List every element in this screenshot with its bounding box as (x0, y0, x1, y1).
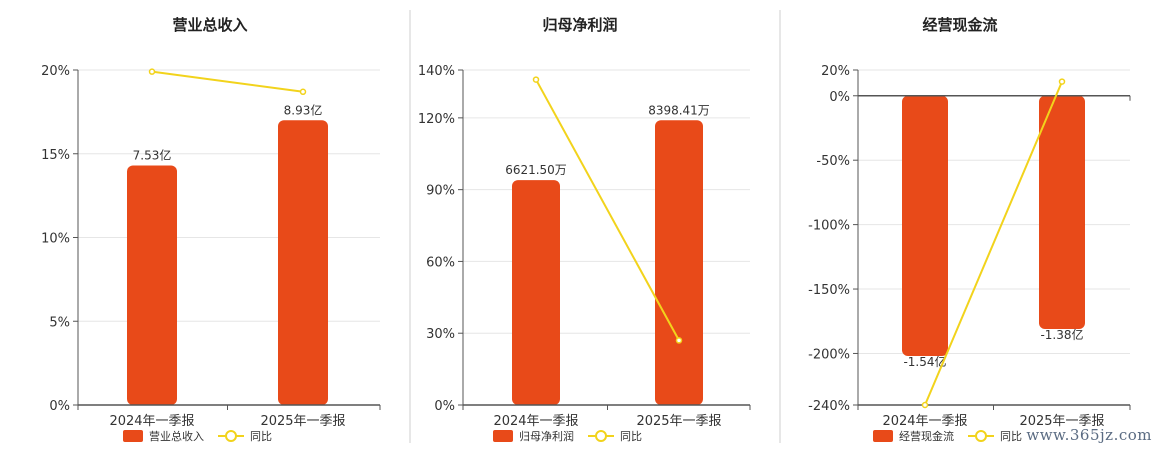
bar-1 (902, 95, 948, 357)
legend-line-label: 同比 (1000, 430, 1022, 443)
bar-2 (278, 120, 328, 405)
y-tick-label: 15% (41, 148, 70, 163)
yoy-point-2 (1058, 78, 1066, 85)
bar-1 (127, 165, 177, 405)
legend-bar-swatch (123, 430, 143, 442)
bar-value-label: -1.38亿 (1040, 327, 1083, 342)
y-tick-label: -150% (808, 283, 850, 298)
y-tick-label: 140% (418, 64, 455, 79)
y-tick-label: -50% (816, 154, 850, 169)
yoy-point-2 (299, 88, 307, 96)
bar-2 (655, 120, 703, 405)
yoy-point-1 (532, 76, 540, 83)
legend-line-label: 同比 (250, 430, 272, 443)
y-tick-label: -100% (808, 219, 850, 234)
chart-panel-2: 归母净利润 0% 30% 60% 90% 120% 140% 6621.50万 8398.41万… (418, 16, 751, 443)
watermark-text: www.365jz.com (1026, 426, 1152, 444)
bar-value-label: 6621.50万 (505, 163, 567, 177)
y-tick-label: 0% (829, 90, 850, 105)
y-tick-label: 0% (434, 399, 455, 414)
yoy-point-1 (921, 401, 929, 409)
x-tick-label: 2025年一季报 (636, 414, 721, 429)
legend-bar-label: 经营现金流 (899, 429, 954, 443)
yoy-line (151, 70, 304, 93)
yoy-line (535, 79, 680, 341)
x-tick-label: 2025年一季报 (1019, 414, 1104, 429)
legend-bar-swatch (493, 430, 513, 442)
yoy-point-2 (675, 337, 683, 344)
chart-title: 归母净利润 (542, 16, 617, 34)
y-tick-label: 20% (41, 64, 70, 79)
y-tick-label: 0% (49, 399, 70, 414)
legend-line-label: 同比 (620, 430, 642, 443)
legend-line-marker (975, 430, 987, 442)
bar-2 (1039, 95, 1085, 329)
bar-1 (512, 180, 560, 405)
yoy-line (924, 81, 1063, 406)
y-tick-label: 120% (418, 112, 455, 127)
chart-title: 经营现金流 (922, 16, 997, 34)
y-tick-label: 60% (426, 255, 455, 270)
legend-bar-label: 归母净利润 (519, 429, 574, 443)
bar-value-label: -1.54亿 (903, 354, 946, 369)
x-tick-label: 2024年一季报 (882, 414, 967, 429)
chart-panel-1: 营业总收入 0% 5% 10% 15% 20% 7.53亿 8.93亿 2024年一季报 2025… (41, 16, 381, 443)
y-tick-label: -240% (808, 399, 850, 414)
legend-bar-swatch (873, 430, 893, 442)
bar-value-label: 8398.41万 (648, 103, 710, 117)
y-tick-label: -200% (808, 347, 850, 362)
bar-value-label: 7.53亿 (133, 147, 172, 162)
legend-line-marker (595, 430, 607, 442)
y-tick-label: 10% (41, 232, 70, 247)
y-tick-label: 30% (426, 327, 455, 342)
bar-value-label: 8.93亿 (284, 102, 323, 117)
x-tick-label: 2025年一季报 (260, 414, 345, 429)
yoy-point-1 (148, 68, 156, 75)
y-tick-label: 20% (821, 64, 850, 79)
legend-bar-label: 营业总收入 (149, 429, 204, 443)
x-tick-label: 2024年一季报 (493, 414, 578, 429)
chart-panel-3: 经营现金流 20% 0% -50% -100% -150% -200% -240% -1.54亿… (808, 16, 1131, 443)
chart-title: 营业总收入 (172, 16, 247, 34)
y-tick-label: 90% (426, 184, 455, 199)
x-tick-label: 2024年一季报 (109, 414, 194, 429)
y-tick-label: 5% (49, 315, 70, 330)
legend-line-marker (225, 430, 237, 442)
